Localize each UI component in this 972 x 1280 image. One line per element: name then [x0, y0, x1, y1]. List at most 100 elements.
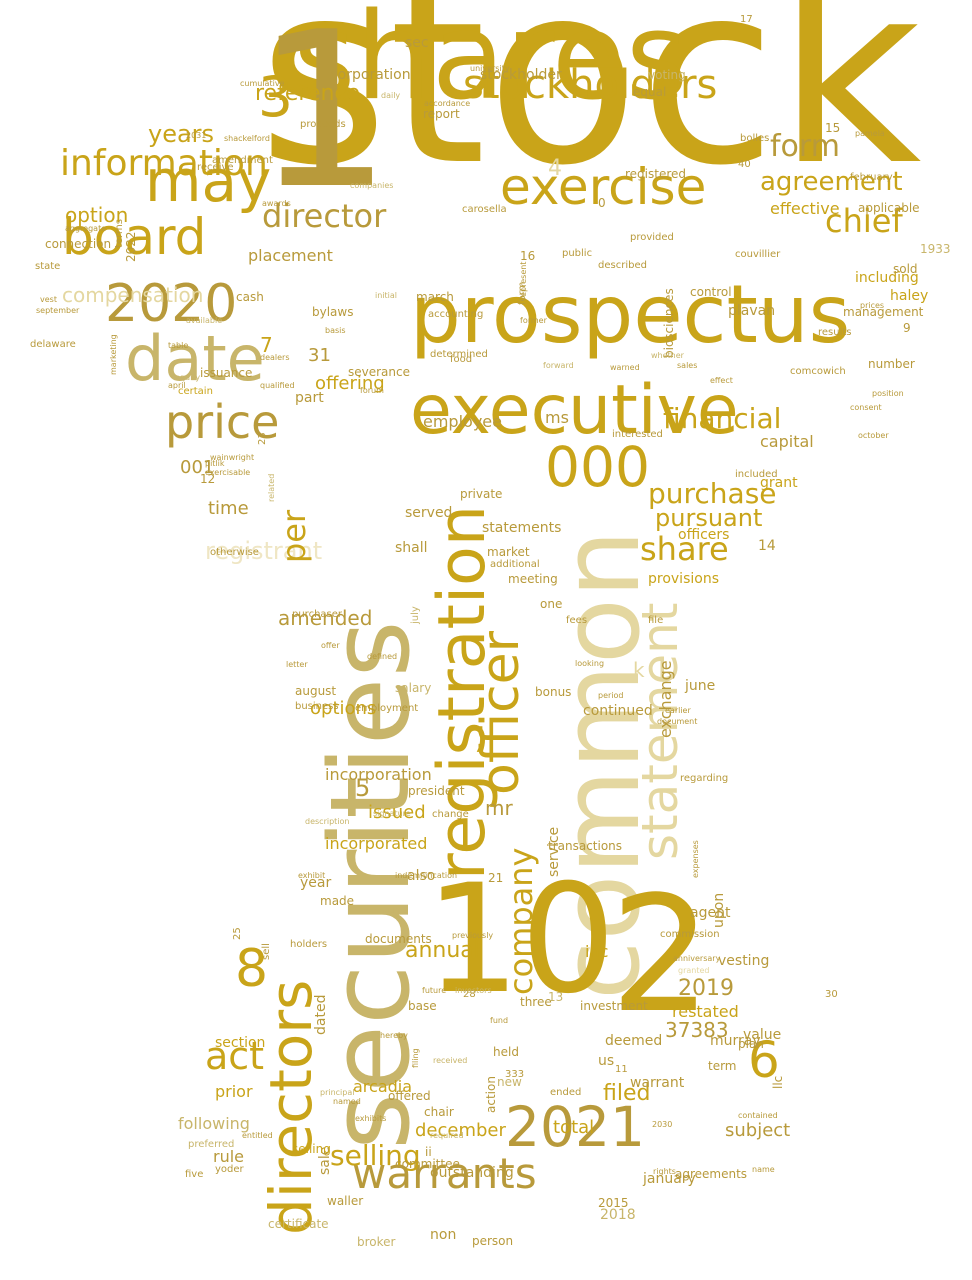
word: included: [735, 469, 778, 480]
word: placement: [248, 246, 333, 265]
word: inc: [585, 942, 609, 961]
word: mr: [485, 796, 513, 820]
word: three: [520, 995, 552, 1009]
word: results: [818, 327, 852, 338]
word: sales: [677, 361, 698, 370]
word: dealers: [260, 353, 290, 362]
word: march: [416, 290, 454, 304]
word: employee: [423, 412, 502, 431]
word: granted: [678, 966, 710, 975]
word: former: [520, 316, 547, 325]
word: signature: [373, 809, 411, 818]
word: 001: [180, 457, 215, 478]
word: arcadia: [353, 1077, 413, 1096]
word: principal: [320, 1088, 355, 1097]
word: represent: [519, 261, 528, 300]
word: agent: [690, 905, 731, 921]
word: investors: [455, 986, 492, 995]
word: 4: [548, 156, 562, 181]
word: offered: [388, 1089, 431, 1103]
word: waller: [327, 1194, 364, 1208]
word: haley: [890, 288, 929, 304]
word: related: [267, 473, 276, 502]
word: carosella: [462, 204, 507, 215]
word: state: [35, 261, 61, 272]
word: determined: [430, 349, 488, 360]
word: 2030: [652, 1120, 673, 1129]
word: date: [125, 322, 265, 395]
word: new: [497, 1075, 522, 1089]
word: number: [868, 357, 915, 371]
word: daily: [381, 91, 401, 100]
word: sec: [405, 35, 429, 51]
word: also: [407, 868, 436, 884]
word: holders: [290, 939, 328, 950]
word: form: [770, 129, 840, 164]
word: reference: [255, 81, 361, 106]
word: prices: [860, 301, 885, 310]
word: forward: [543, 361, 574, 370]
word: accordance: [424, 99, 471, 108]
word: held: [493, 1045, 519, 1059]
word: contained: [738, 1111, 778, 1120]
word: shall: [395, 540, 428, 556]
word: yoder: [215, 1164, 244, 1175]
word: meeting: [508, 572, 558, 586]
word: agreements: [675, 1167, 748, 1181]
word: market: [487, 545, 530, 559]
word: section: [215, 1035, 266, 1051]
word: voting: [648, 68, 686, 82]
word: exhibit: [298, 871, 326, 880]
word: incorporated: [325, 834, 428, 853]
word: offering: [315, 373, 385, 394]
word: 30: [825, 989, 838, 1000]
word: part: [295, 390, 324, 406]
word: fees: [566, 615, 588, 626]
word: shares: [293, 0, 689, 127]
word: 17: [740, 14, 753, 25]
word: biosciences: [662, 288, 676, 358]
word: provided: [630, 232, 674, 243]
word: subject: [725, 1120, 791, 1141]
word: exhibits: [355, 1114, 387, 1123]
word: pamela: [855, 129, 885, 138]
word: described: [598, 260, 647, 271]
word: 2015: [598, 1196, 629, 1210]
word: wainwright: [210, 453, 255, 462]
word: whether: [651, 351, 684, 360]
word: fund: [490, 1016, 509, 1025]
word: terms: [114, 219, 125, 248]
word: year: [300, 875, 332, 891]
word: hereby: [380, 1031, 408, 1040]
word: 5: [355, 774, 371, 802]
word: issuance: [200, 366, 253, 380]
word: financial: [663, 402, 782, 435]
word: president: [408, 784, 465, 798]
word: earlier: [665, 706, 691, 715]
word: may: [145, 147, 272, 215]
word: bolles: [740, 133, 770, 144]
word: filed: [603, 1081, 651, 1106]
word: employment: [355, 703, 419, 714]
word: years: [148, 120, 215, 148]
word: 2019: [678, 976, 734, 1001]
word: preferred: [188, 1139, 235, 1150]
word: table: [168, 341, 189, 350]
word: pitlik: [205, 459, 225, 468]
word: required: [430, 1131, 464, 1140]
word: otherwise: [210, 547, 259, 558]
word: filing: [411, 1048, 420, 1068]
word: 2021: [505, 1095, 645, 1159]
word: 14: [758, 538, 776, 554]
word: bonus: [535, 685, 572, 699]
word: 37383: [665, 1018, 729, 1042]
word: equal: [633, 85, 667, 99]
word: stockholders: [463, 62, 718, 108]
word: following: [178, 1114, 250, 1133]
word: directors: [257, 979, 325, 1235]
word: period: [598, 691, 624, 700]
word: report: [423, 107, 460, 121]
word: food: [450, 354, 473, 365]
word: accounting: [428, 309, 484, 320]
